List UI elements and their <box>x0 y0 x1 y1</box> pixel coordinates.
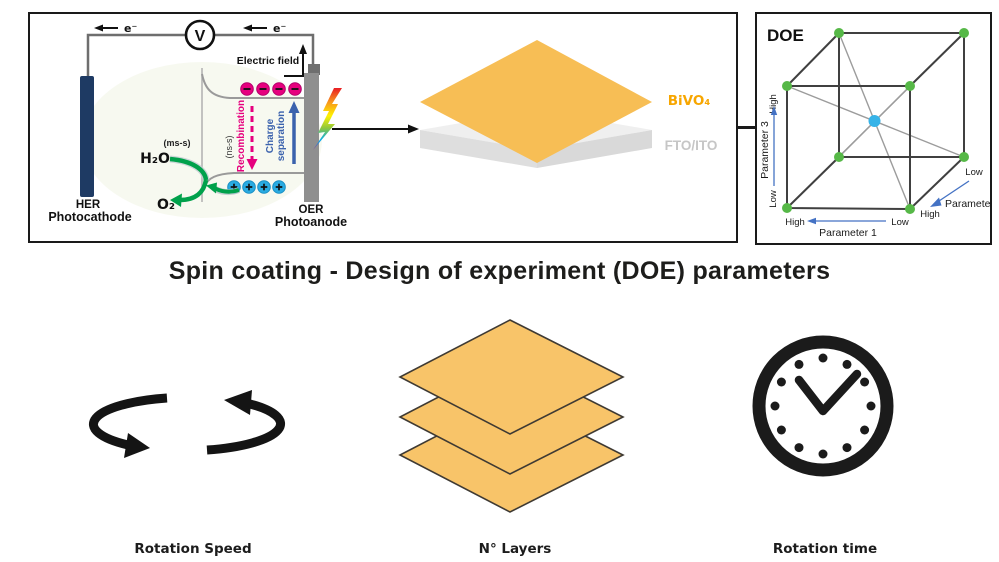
hole-dot <box>242 180 256 194</box>
layer-top <box>398 319 625 435</box>
recombination-label: Recombination <box>236 100 247 172</box>
p3-high-label: High <box>768 94 779 114</box>
pec-cell-panel: V e⁻ e⁻ Electric field <box>28 12 738 243</box>
timescale-slow-label: (ms-s) <box>163 138 190 148</box>
substrate-label: FTO/ITO <box>665 138 718 153</box>
anode-label-2: Photoanode <box>275 215 347 229</box>
corner-point <box>905 204 915 214</box>
p2-axis-arrowhead <box>930 197 942 207</box>
water-label: H₂O <box>140 151 170 167</box>
num-layers-label: N° Layers <box>478 541 552 557</box>
panel-connector-line <box>736 126 756 129</box>
center-point <box>868 115 881 127</box>
rotation-arc-right <box>206 398 286 455</box>
photocathode-bar <box>80 76 94 197</box>
p1-axis-arrowhead <box>807 217 816 225</box>
reaction-arc-out <box>179 179 209 203</box>
charge-separation-label-2: separation <box>276 111 287 162</box>
electron-label-left: e⁻ <box>124 22 137 35</box>
circuit-wire-right <box>214 33 315 67</box>
substrate-right-face <box>537 130 652 168</box>
clock-hands <box>794 369 862 416</box>
lightning-bolt-icon <box>313 88 342 150</box>
hole-dot <box>257 180 271 194</box>
hole-transfer-arrowhead <box>206 182 217 194</box>
charge-separation-label-1: Charge <box>265 118 276 153</box>
corner-point <box>905 81 915 91</box>
corner-point <box>959 152 969 162</box>
bivo4-film <box>420 40 652 163</box>
electron-dot <box>272 82 286 96</box>
clock-icon <box>752 335 894 477</box>
voltmeter-icon <box>184 19 216 51</box>
electron-arrowhead-left <box>94 24 103 32</box>
recombination-arrowhead <box>246 159 258 170</box>
cathode-label-2: Photocathode <box>48 210 131 224</box>
p2-axis-arrow <box>935 180 970 204</box>
circuit-wire-left <box>86 33 186 76</box>
electron-dot <box>288 82 302 96</box>
corner-point <box>959 28 969 38</box>
p3-axis-arrowhead <box>770 106 778 115</box>
cathode-label-1: HER <box>76 199 101 211</box>
rotation-arrowhead-top <box>224 390 252 415</box>
doe-cube-diagram: DOE <box>759 26 990 239</box>
corner-point <box>782 203 792 213</box>
electric-field-label: Electric field <box>237 55 299 67</box>
p3-axis-label: Parameter 3 <box>759 121 771 179</box>
corner-point <box>834 28 844 38</box>
clock-hour-marks <box>770 353 876 459</box>
charge-separation-arrowhead <box>288 101 300 113</box>
photoanode-bar <box>304 73 319 202</box>
p1-axis-label: Parameter 1 <box>819 227 877 239</box>
reaction-arrowhead <box>170 193 182 207</box>
reaction-arc-in <box>169 156 209 181</box>
oxygen-label: O₂ <box>157 197 175 213</box>
p2-high-label: High <box>920 209 940 220</box>
pec-cell-diagram: V e⁻ e⁻ Electric field <box>48 19 718 229</box>
doe-title: DOE <box>767 26 804 45</box>
p2-low-label: Low <box>965 167 983 178</box>
electric-field-arrowhead <box>299 44 307 54</box>
electron-dot <box>256 82 270 96</box>
doe-panel: DOE <box>755 12 992 245</box>
substrate-left-face <box>420 130 537 168</box>
p1-high-label: High <box>785 217 805 228</box>
electric-field-arrow <box>284 53 304 77</box>
timescale-fast-label: (ns-s) <box>224 136 234 159</box>
p2-axis-label: Parameter 2 <box>945 198 990 210</box>
electron-label-right: e⁻ <box>273 22 286 35</box>
rotation-arrows-icon <box>88 390 286 458</box>
corner-point <box>782 81 792 91</box>
corner-point <box>834 152 844 162</box>
p1-low-label: Low <box>891 217 909 228</box>
conduction-band-line <box>201 73 307 99</box>
rotation-speed-label: Rotation Speed <box>134 541 252 557</box>
hole-dot <box>272 180 286 194</box>
electron-dots <box>240 82 302 96</box>
stack-arrowhead <box>408 124 419 134</box>
section-title: Spin coating - Design of experiment (DOE… <box>168 257 831 285</box>
electron-dot <box>240 82 254 96</box>
rotation-time-label: Rotation time <box>772 541 878 557</box>
rotation-arc-left <box>88 393 168 450</box>
voltmeter-label: V <box>195 28 206 45</box>
doe-corner-points <box>782 28 969 214</box>
anode-label-1: OER <box>299 204 325 216</box>
bivo4-label: BiVO₄ <box>668 93 711 109</box>
electron-arrowhead-right <box>243 24 252 32</box>
p3-low-label: Low <box>768 190 779 208</box>
stacked-layers-icon <box>398 319 625 513</box>
rotation-arrowhead-bottom <box>124 433 150 458</box>
anode-contact <box>308 64 320 75</box>
